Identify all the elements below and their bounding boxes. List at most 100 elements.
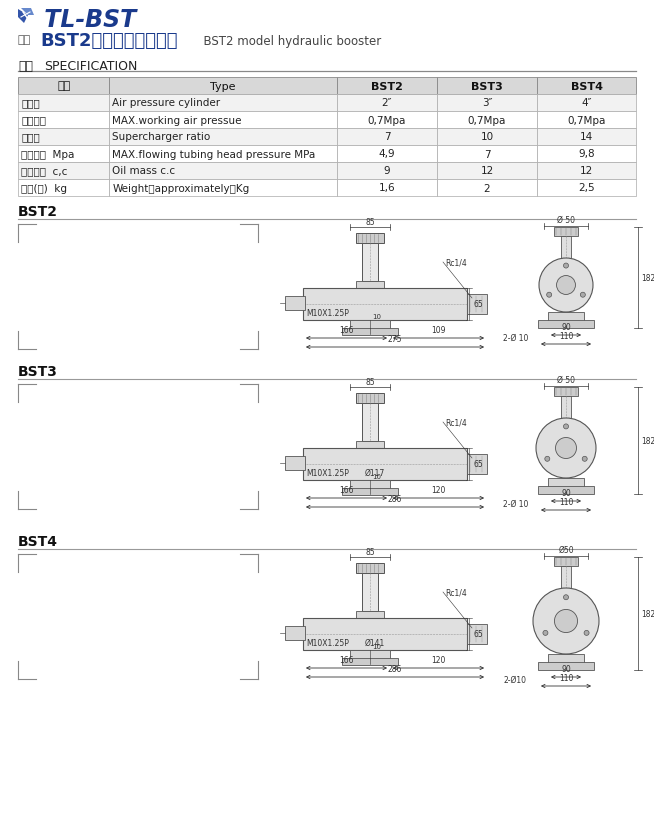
Text: 110: 110 [559, 497, 573, 506]
Bar [109, 129, 337, 146]
Bar [303, 289, 467, 321]
Text: Ø50: Ø50 [558, 545, 574, 554]
Bar [356, 282, 384, 289]
Text: M10X1.25P: M10X1.25P [306, 638, 349, 648]
Text: 90: 90 [561, 489, 571, 497]
Bar [537, 179, 636, 197]
Bar [538, 321, 594, 328]
Bar [285, 626, 305, 640]
Text: 182: 182 [641, 609, 654, 619]
Text: 286: 286 [388, 495, 402, 504]
Bar [538, 486, 594, 495]
Text: BST2: BST2 [371, 81, 403, 92]
Text: 7: 7 [484, 150, 490, 160]
Bar [18, 129, 109, 146]
Text: Rc1/4: Rc1/4 [445, 418, 467, 428]
Text: 2-Ø10: 2-Ø10 [503, 675, 526, 684]
Bar [356, 442, 384, 448]
Bar [285, 297, 305, 311]
Text: 增壓比: 增壓比 [21, 132, 40, 142]
Bar [342, 658, 398, 665]
Text: 109: 109 [431, 326, 446, 335]
Bar [109, 95, 337, 112]
Bar [548, 313, 584, 323]
Bar [342, 489, 398, 495]
Bar [18, 95, 109, 112]
Text: 1,6: 1,6 [379, 184, 395, 194]
Text: Rc1/4: Rc1/4 [445, 259, 467, 268]
Circle shape [557, 276, 576, 295]
Text: 110: 110 [559, 332, 573, 341]
Bar [362, 404, 378, 442]
Polygon shape [21, 9, 34, 16]
Bar [337, 95, 437, 112]
Text: 90: 90 [561, 664, 571, 673]
Bar [109, 179, 337, 197]
Text: TL-BST: TL-BST [36, 8, 136, 32]
Bar [350, 321, 390, 331]
Text: 0,7Mpa: 0,7Mpa [568, 115, 606, 126]
Bar [437, 146, 537, 163]
Text: 2,5: 2,5 [578, 184, 595, 194]
Text: Oil mass c.c: Oil mass c.c [112, 166, 175, 176]
Text: 90: 90 [561, 323, 571, 332]
Circle shape [536, 418, 596, 479]
Text: 182: 182 [641, 274, 654, 283]
Circle shape [539, 259, 593, 313]
Text: Air pressure cylinder: Air pressure cylinder [112, 98, 220, 108]
Bar [537, 129, 636, 146]
Text: 最大油壓  Mpa: 最大油壓 Mpa [21, 150, 75, 160]
Text: Ø 50: Ø 50 [557, 375, 575, 385]
Bar [437, 112, 537, 129]
Bar [18, 146, 109, 163]
Text: 110: 110 [559, 673, 573, 682]
Bar [356, 394, 384, 404]
Circle shape [564, 264, 568, 269]
Bar [109, 112, 337, 129]
Bar [18, 112, 109, 129]
Bar [467, 294, 487, 314]
Polygon shape [18, 10, 28, 24]
Text: 85: 85 [365, 547, 375, 557]
Text: 9,8: 9,8 [578, 150, 595, 160]
Text: BST3: BST3 [18, 365, 58, 379]
Text: 2-Ø 10: 2-Ø 10 [503, 333, 528, 342]
Bar [437, 95, 537, 112]
Text: Ø 50: Ø 50 [557, 216, 575, 225]
Text: 166: 166 [339, 485, 354, 495]
Text: 規格: 規格 [18, 60, 33, 73]
Bar [561, 566, 571, 588]
Text: 台菱: 台菱 [18, 35, 31, 45]
Text: 型號: 型號 [57, 81, 71, 92]
Text: 空壓缸: 空壓缸 [21, 98, 40, 108]
Bar [356, 563, 384, 573]
Bar [303, 448, 467, 480]
Text: 4,9: 4,9 [379, 150, 395, 160]
Bar [561, 237, 571, 259]
Text: BST4: BST4 [18, 534, 58, 548]
Text: 3″: 3″ [482, 98, 492, 108]
Bar [548, 654, 584, 664]
Text: MAX.flowing tubing head pressure MPa: MAX.flowing tubing head pressure MPa [112, 150, 316, 160]
Text: 7: 7 [384, 132, 390, 142]
Bar [554, 227, 578, 237]
Text: 85: 85 [365, 378, 375, 386]
Bar [109, 163, 337, 179]
Text: 120: 120 [431, 655, 445, 664]
Text: 9: 9 [384, 166, 390, 176]
Text: SPECIFICATION: SPECIFICATION [44, 60, 137, 73]
Circle shape [564, 595, 568, 600]
Bar [467, 455, 487, 475]
Text: BST2: BST2 [18, 205, 58, 218]
Text: M10X1.25P: M10X1.25P [306, 308, 349, 318]
Text: 2-Ø 10: 2-Ø 10 [503, 500, 528, 509]
Text: 12: 12 [481, 166, 494, 176]
Text: Type: Type [211, 81, 236, 92]
Bar [18, 163, 109, 179]
Bar [554, 557, 578, 566]
Bar [18, 78, 109, 95]
Circle shape [543, 631, 548, 636]
Bar [337, 112, 437, 129]
Bar [554, 388, 578, 396]
Bar [109, 146, 337, 163]
